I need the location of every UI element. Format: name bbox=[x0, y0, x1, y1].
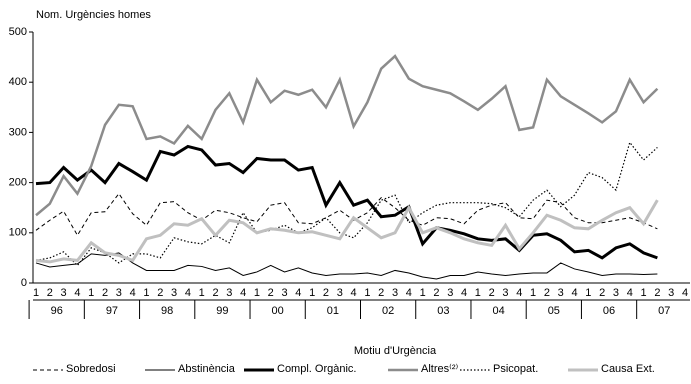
x-tick-label: 3 bbox=[226, 287, 232, 299]
x-tick-label: 2 bbox=[268, 287, 274, 299]
year-label: 00 bbox=[272, 305, 284, 317]
x-tick-label: 4 bbox=[682, 287, 688, 299]
x-tick-label: 4 bbox=[130, 287, 136, 299]
y-tick-label: 100 bbox=[9, 227, 27, 239]
series-line bbox=[35, 54, 659, 217]
x-tick-label: 3 bbox=[613, 287, 619, 299]
x-tick-label: 4 bbox=[295, 287, 301, 299]
year-label: 07 bbox=[658, 305, 670, 317]
x-tick-label: 1 bbox=[199, 287, 205, 299]
x-tick-label: 4 bbox=[240, 287, 246, 299]
legend-label: Causa Ext. bbox=[601, 363, 655, 375]
x-tick-label: 1 bbox=[88, 287, 94, 299]
x-tick-label: 4 bbox=[516, 287, 522, 299]
x-tick-label: 2 bbox=[654, 287, 660, 299]
x-tick-label: 3 bbox=[392, 287, 398, 299]
x-tick-label: 1 bbox=[420, 287, 426, 299]
year-label: 02 bbox=[382, 305, 394, 317]
x-tick-label: 3 bbox=[61, 287, 67, 299]
x-tick-label: 1 bbox=[585, 287, 591, 299]
x-tick-label: 2 bbox=[378, 287, 384, 299]
x-tick-label: 2 bbox=[212, 287, 218, 299]
chart-title: Nom. Urgències homes bbox=[36, 9, 151, 21]
year-label: 03 bbox=[437, 305, 449, 317]
x-tick-label: 1 bbox=[254, 287, 260, 299]
x-tick-label: 1 bbox=[309, 287, 315, 299]
year-label: 97 bbox=[106, 305, 118, 317]
x-tick-label: 4 bbox=[571, 287, 577, 299]
x-tick-label: 1 bbox=[641, 287, 647, 299]
x-tick-label: 2 bbox=[433, 287, 439, 299]
x-tick-label: 3 bbox=[337, 287, 343, 299]
x-tick-label: 4 bbox=[627, 287, 633, 299]
series-line bbox=[35, 252, 658, 280]
y-tick-label: 200 bbox=[9, 177, 27, 189]
x-tick-label: 1 bbox=[530, 287, 536, 299]
year-label: 06 bbox=[603, 305, 615, 317]
legend-label: Compl. Orgànic. bbox=[277, 363, 356, 375]
year-label: 05 bbox=[548, 305, 560, 317]
x-tick-label: 1 bbox=[143, 287, 149, 299]
x-tick-label: 2 bbox=[102, 287, 108, 299]
x-tick-label: 3 bbox=[447, 287, 453, 299]
x-tick-label: 3 bbox=[668, 287, 674, 299]
x-tick-label: 3 bbox=[116, 287, 122, 299]
year-label: 99 bbox=[216, 305, 228, 317]
y-tick-label: 500 bbox=[9, 26, 27, 38]
x-tick-label: 4 bbox=[351, 287, 357, 299]
year-label: 04 bbox=[492, 305, 504, 317]
x-tick-label: 4 bbox=[406, 287, 412, 299]
year-label: 98 bbox=[161, 305, 173, 317]
series-line bbox=[35, 192, 658, 237]
y-tick-label: 300 bbox=[9, 126, 27, 138]
legend-label: Abstinència bbox=[178, 363, 236, 375]
x-tick-label: 3 bbox=[558, 287, 564, 299]
x-tick-label: 1 bbox=[364, 287, 370, 299]
x-tick-label: 3 bbox=[281, 287, 287, 299]
x-tick-label: 2 bbox=[47, 287, 53, 299]
series-line bbox=[35, 141, 658, 267]
x-tick-label: 3 bbox=[171, 287, 177, 299]
y-tick-label: 400 bbox=[9, 76, 27, 88]
legend-label: Sobredosi bbox=[66, 363, 116, 375]
series-line bbox=[35, 199, 659, 264]
y-tick-label: 0 bbox=[21, 277, 27, 289]
x-tick-label: 2 bbox=[544, 287, 550, 299]
legend-label: Altres⁽²⁾ bbox=[421, 363, 458, 375]
legend-label: Psicopat. bbox=[493, 363, 538, 375]
year-label: 96 bbox=[51, 305, 63, 317]
x-tick-label: 4 bbox=[185, 287, 191, 299]
x-tick-label: 3 bbox=[502, 287, 508, 299]
x-tick-label: 2 bbox=[157, 287, 163, 299]
legend-title: Motiu d'Urgència bbox=[354, 345, 437, 357]
x-tick-label: 1 bbox=[475, 287, 481, 299]
x-tick-label: 4 bbox=[74, 287, 80, 299]
x-tick-label: 4 bbox=[461, 287, 467, 299]
year-label: 01 bbox=[327, 305, 339, 317]
x-tick-label: 1 bbox=[33, 287, 39, 299]
x-tick-label: 2 bbox=[489, 287, 495, 299]
x-tick-label: 2 bbox=[323, 287, 329, 299]
x-tick-label: 2 bbox=[599, 287, 605, 299]
series-line bbox=[35, 144, 658, 260]
